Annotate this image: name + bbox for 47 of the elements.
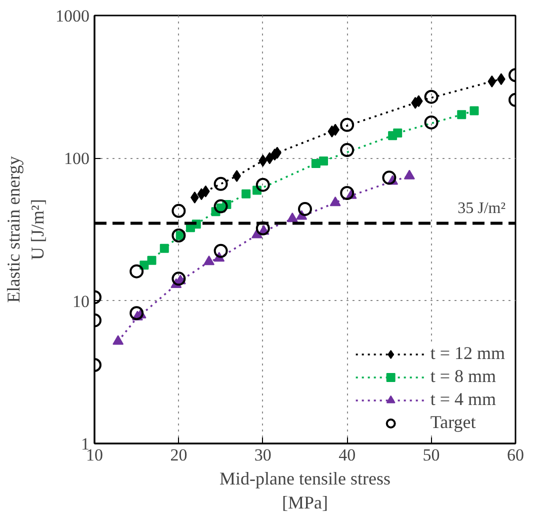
point	[147, 256, 156, 265]
point	[160, 244, 169, 253]
point	[393, 128, 402, 138]
point	[340, 143, 354, 158]
point	[214, 244, 228, 258]
point	[201, 185, 210, 198]
point	[130, 264, 144, 278]
point	[488, 75, 496, 88]
point	[130, 306, 144, 320]
y-tick-label: 10	[72, 292, 90, 311]
x-tick-label: 20	[170, 446, 188, 464]
point	[172, 272, 186, 286]
point	[256, 178, 270, 192]
legend-label: t = 4 mm	[430, 389, 496, 410]
x-tick-label: 50	[422, 446, 440, 464]
point	[330, 196, 341, 206]
legend-label: Target	[430, 412, 476, 433]
legend-label: t = 12 mm	[430, 343, 505, 364]
point	[286, 212, 298, 222]
point	[258, 154, 268, 167]
ref-line-label: 35 J/m²	[458, 200, 506, 218]
point	[470, 106, 479, 116]
point	[424, 115, 438, 130]
point	[214, 176, 228, 191]
x-axis-title: Mid-plane tensile stress [MPa]	[220, 468, 390, 512]
point	[265, 152, 274, 164]
x-tick-label: 30	[254, 446, 272, 464]
point	[298, 202, 312, 216]
point	[172, 228, 186, 242]
point	[172, 204, 186, 218]
point	[404, 170, 415, 180]
point	[242, 189, 251, 198]
point	[340, 118, 354, 132]
y-tick-label: 100	[64, 149, 90, 168]
x-tick-label: 60	[507, 446, 524, 464]
point	[457, 110, 466, 120]
point	[214, 199, 228, 214]
x-tick-label: 40	[338, 446, 356, 464]
y-axis-title: Elastic strain energy U [J/m²]	[4, 156, 48, 303]
y-tick-label: 1000	[56, 6, 90, 26]
point	[424, 90, 438, 104]
point	[204, 255, 215, 266]
point	[319, 156, 328, 166]
point	[112, 335, 124, 345]
point	[340, 186, 354, 200]
point	[382, 170, 396, 185]
legend-label: t = 8 mm	[430, 366, 496, 387]
